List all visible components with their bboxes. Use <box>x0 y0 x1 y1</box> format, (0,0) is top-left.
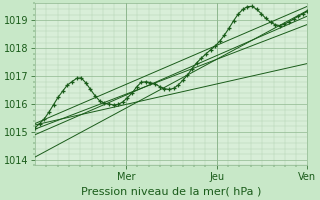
X-axis label: Pression niveau de la mer( hPa ): Pression niveau de la mer( hPa ) <box>81 187 261 197</box>
